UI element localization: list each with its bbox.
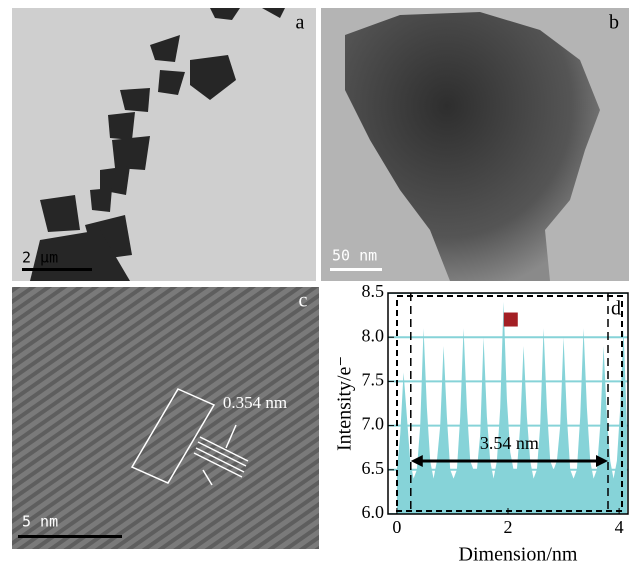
- x-axis-label: Dimension/nm: [459, 544, 578, 566]
- y-tick-label: 6.0: [362, 502, 385, 522]
- y-axis-label: Intensity/e⁻: [334, 356, 356, 451]
- y-tick-label: 8.0: [362, 325, 385, 345]
- highlight: [504, 313, 518, 327]
- panel-label: b: [609, 12, 619, 34]
- annotation: 0.354 nm: [223, 393, 287, 412]
- y-tick-label: 6.5: [362, 458, 385, 478]
- x-tick-label: 0: [392, 517, 401, 537]
- panel-label: c: [299, 290, 308, 312]
- area: [397, 302, 627, 514]
- scale-bar-label: 2 μm: [22, 249, 58, 267]
- y-tick-label: 7.5: [362, 370, 385, 390]
- x-tick-label: 2: [504, 517, 513, 537]
- y-tick-label: 7.0: [362, 414, 385, 434]
- chart-d: 6.0 6.5 7.0 7.5 8.0 8.5 0 2 4 3.54 nm d Dimension/n…: [334, 281, 628, 565]
- scale-bar-label: 50 nm: [332, 247, 377, 265]
- scale-bar-label: 5 nm: [22, 513, 58, 531]
- panel-label: d: [611, 298, 621, 320]
- arrow-head: [411, 455, 423, 467]
- y-tick-label: 8.5: [362, 281, 385, 301]
- panel-c: 0.354 nm 5 nm c: [12, 287, 319, 549]
- panel-b: 50 nm b: [321, 8, 629, 281]
- span-label: 3.54 nm: [480, 433, 539, 453]
- x-tick-label: 4: [615, 517, 624, 537]
- panel-a: 2 μm a: [12, 8, 316, 281]
- figure: 2 μm a 50 nm b 0.354 nm 5 nm c 6.0 6.5 7.0…: [0, 0, 630, 570]
- panel-label: a: [296, 12, 305, 34]
